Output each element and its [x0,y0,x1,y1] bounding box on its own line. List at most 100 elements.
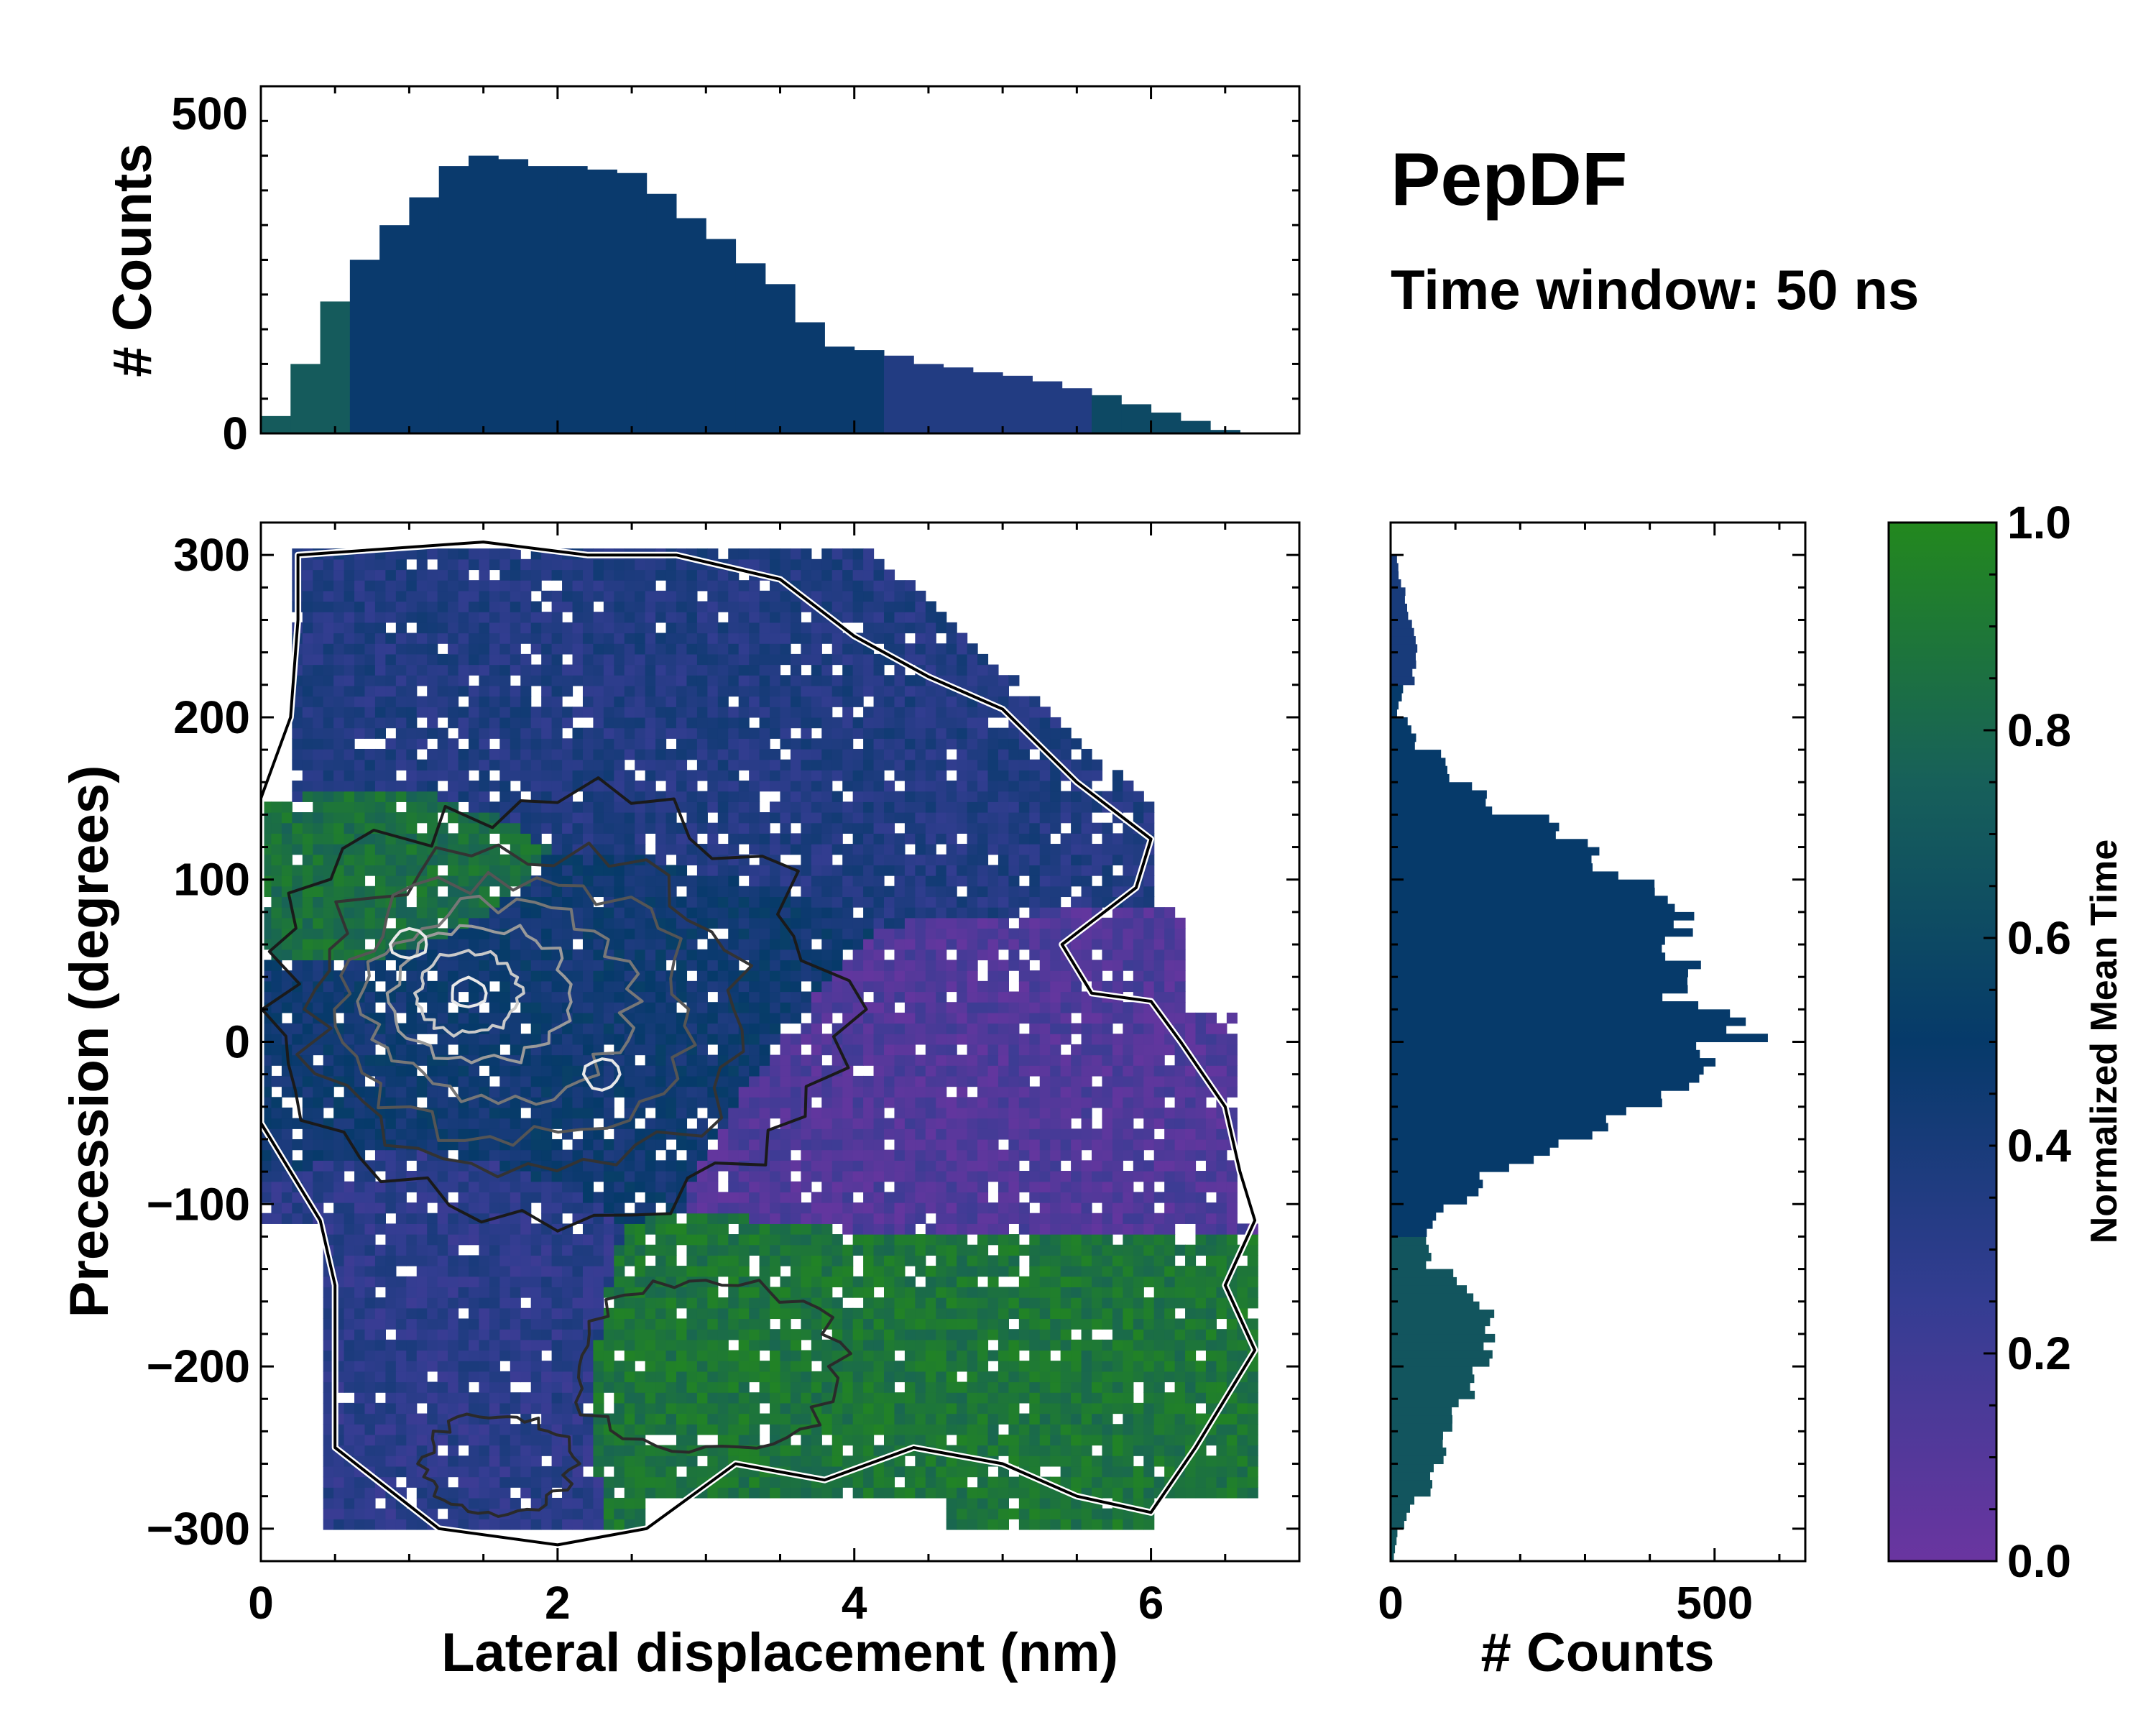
heatmap-cell [395,1329,407,1340]
heatmap-cell [707,1402,719,1414]
heatmap-cell [894,980,906,993]
heatmap-cell [593,1487,604,1499]
heatmap-cell [780,991,791,1003]
heatmap-cell [1071,1170,1082,1182]
heatmap-cell [904,1318,916,1330]
heatmap-cell [416,1044,428,1056]
heatmap-cell [593,1329,604,1340]
heatmap-cell [759,1065,770,1077]
heatmap-cell [665,1160,677,1172]
heatmap-cell [1008,1297,1020,1309]
heatmap-cell [686,1107,698,1119]
heatmap-cell [696,1287,708,1298]
heatmap-cell [676,1107,688,1119]
heatmap-cell [1039,1434,1051,1446]
heatmap-cell [593,1519,604,1530]
heatmap-cell [811,1065,822,1077]
heatmap-cell [1174,1276,1186,1288]
heatmap-cell [364,991,376,1003]
heatmap-cell [520,917,532,929]
heatmap-cell [541,1002,553,1013]
heatmap-cell [479,1097,490,1108]
heatmap-cell [541,928,553,939]
heatmap-cell [665,1002,677,1013]
heatmap-cell [614,939,625,950]
heatmap-cell [354,1181,366,1192]
heatmap-cell [1060,1381,1072,1393]
heatmap-cell [998,1519,1009,1530]
heatmap-cell [635,1424,646,1435]
heatmap-cell [1133,1318,1144,1330]
heatmap-cell [728,960,740,971]
heatmap-cell [427,1381,438,1393]
heatmap-cell [821,917,833,929]
heatmap-cell [977,1392,989,1404]
heatmap-cell [1216,1128,1227,1140]
heatmap-cell [510,1476,521,1488]
heatmap-cell [915,1234,926,1246]
heatmap-cell [977,1287,989,1298]
heatmap-cell [323,1455,334,1467]
heatmap-cell [530,1086,542,1098]
heatmap-cell [717,1128,729,1140]
heatmap-cell [831,980,843,993]
heatmap-cell [302,1034,313,1045]
heatmap-cell [759,1086,770,1098]
heatmap-cell [302,1086,313,1098]
heatmap-cell [738,1234,750,1246]
heatmap-cell [1153,1339,1165,1351]
heatmap-cell [873,1476,885,1488]
heatmap-cell [915,1466,926,1478]
heatmap-cell [1050,1034,1061,1045]
heatmap-cell [582,1086,594,1098]
heatmap-cell [562,1392,573,1404]
heatmap-cell [1029,1402,1041,1414]
heatmap-cell [957,1234,968,1246]
heatmap-cell [448,1128,459,1140]
heatmap-cell [1081,1413,1092,1425]
heatmap-cell [385,1445,397,1456]
heatmap-cell [894,1107,906,1119]
heatmap-cell [635,1455,646,1467]
heatmap-cell [852,939,864,950]
heatmap-cell [406,1413,418,1425]
heatmap-cell [946,1266,957,1277]
heatmap-cell [603,1244,614,1256]
heatmap-cell [323,1149,334,1161]
heatmap-cell [987,1297,999,1309]
heatmap-cell [1226,1361,1238,1372]
heatmap-cell [1071,1075,1082,1087]
heatmap-cell [863,1149,875,1161]
heatmap-cell [707,1065,719,1077]
heatmap-cell [904,1075,916,1087]
heatmap-cell [1123,980,1134,993]
heatmap-cell [863,1424,875,1435]
heatmap-cell [1164,1138,1176,1151]
heatmap-cell [998,1445,1009,1456]
heatmap-cell [987,1149,999,1161]
heatmap-cell [977,1012,989,1024]
heatmap-cell [406,1276,418,1288]
heatmap-cell [437,939,448,950]
heatmap-cell [977,1402,989,1414]
heatmap-cell [842,1181,854,1192]
heatmap-cell [1185,1213,1197,1224]
heatmap-cell [696,1023,708,1034]
heatmap-cell [1185,1012,1197,1024]
heatmap-cell [925,1138,936,1151]
heatmap-cell [1081,1107,1092,1119]
heatmap-cell [904,980,916,993]
heatmap-cell [437,960,448,971]
heatmap-cell [344,1223,355,1235]
heatmap-cell [593,1149,604,1161]
heatmap-cell [936,939,947,950]
heatmap-cell [603,1023,614,1034]
heatmap-cell [1185,1266,1197,1277]
heatmap-cell [416,1170,428,1182]
heatmap-cell [427,1234,438,1246]
heatmap-cell [967,949,978,961]
heatmap-cell [635,1223,646,1235]
heatmap-cell [1060,1266,1072,1277]
heatmap-cell [852,1392,864,1404]
heatmap-cell [582,1044,594,1056]
